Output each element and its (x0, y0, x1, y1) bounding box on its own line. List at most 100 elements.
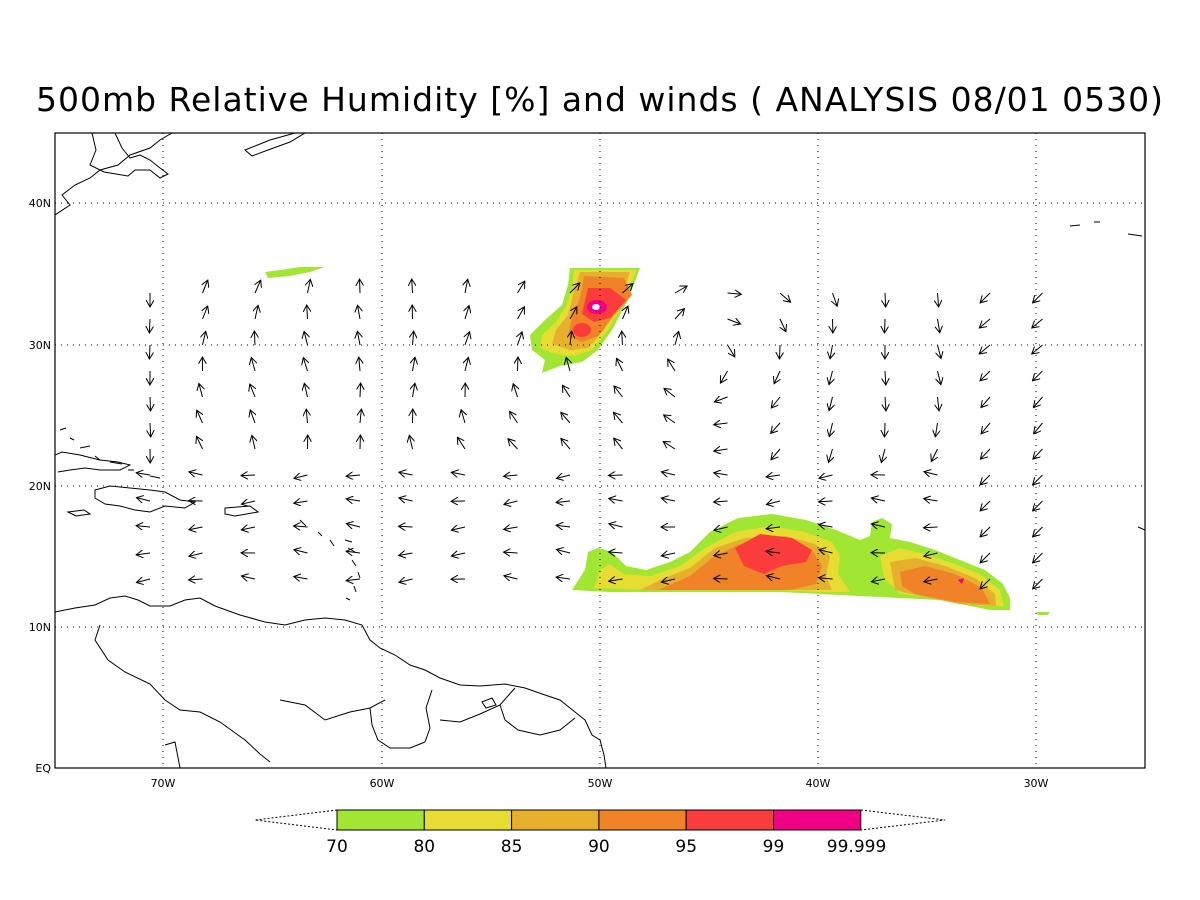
wind-arrow (614, 412, 623, 424)
coastline-hispaniola (94, 485, 197, 513)
wind-arrow (360, 409, 361, 424)
wind-arrow (938, 370, 941, 385)
wind-arrow (881, 448, 885, 463)
wind-arrow (664, 388, 676, 398)
wind-arrow (150, 396, 151, 411)
wind-arrow (938, 344, 942, 359)
wind-arrow (924, 472, 938, 475)
wind-vector-layer (136, 279, 1043, 589)
wind-arrow (774, 370, 780, 384)
wind-arrow (570, 331, 572, 346)
colorbar-level-label: 95 (675, 837, 697, 857)
wind-arrow (674, 286, 687, 294)
coastline-jamaica (66, 509, 92, 517)
colorbar-swatch (511, 809, 600, 831)
colorbar-left-extension (254, 809, 338, 831)
wind-arrow (714, 397, 728, 402)
wind-arrow (294, 475, 308, 478)
wind-arrow (714, 578, 728, 579)
wind-arrow (780, 344, 781, 359)
lat-tick-30n: 30N (29, 339, 51, 352)
grid-layer (55, 133, 1145, 768)
wind-arrow (661, 579, 676, 582)
wind-arrow (465, 357, 468, 372)
wind-arrow (150, 422, 151, 437)
wind-arrow (203, 306, 208, 320)
wind-arrow (924, 553, 938, 556)
colorbar-swatch (598, 809, 687, 831)
wind-arrow (399, 579, 413, 582)
wind-arrow (924, 499, 938, 501)
wind-arrow (885, 422, 886, 437)
wind-arrow (622, 331, 623, 346)
colorbar-swatch (773, 809, 862, 831)
wind-arrow (451, 553, 466, 556)
colorbar-level-label: 90 (588, 837, 610, 857)
wind-arrow (357, 331, 360, 346)
wind-arrow (981, 422, 991, 434)
lat-tick-20n: 20N (29, 480, 51, 493)
wind-arrow (1033, 292, 1043, 303)
wind-arrow (413, 331, 414, 346)
wind-arrow (294, 550, 308, 553)
wind-arrow (306, 409, 307, 424)
wind-arrow (609, 579, 623, 581)
wind-arrow (465, 306, 469, 320)
wind-arrow (766, 576, 781, 579)
wind-arrow (980, 526, 991, 537)
wind-arrow (714, 527, 728, 530)
wind-arrow (980, 474, 991, 485)
wind-arrow (203, 331, 206, 346)
wind-arrow (980, 578, 991, 589)
wind-arrow (346, 524, 361, 528)
rh-area-70-small (265, 267, 325, 278)
wind-arrow (457, 437, 466, 450)
wind-arrow (250, 410, 255, 424)
wind-arrow (714, 423, 728, 425)
wind-arrow (1033, 448, 1043, 459)
wind-arrow (771, 396, 781, 408)
wind-arrow (197, 410, 203, 424)
coastline-lesser-antilles (299, 519, 361, 601)
wind-arrow (766, 527, 781, 529)
wind-arrow (924, 579, 938, 582)
wind-arrow (609, 475, 623, 476)
rh-area-max (592, 304, 600, 310)
coastline-new-england (89, 133, 169, 179)
wind-arrow (251, 358, 255, 372)
wind-arrow (609, 498, 623, 501)
wind-arrow (727, 293, 742, 294)
wind-arrow (504, 552, 518, 553)
lon-tick-40w: 40W (806, 777, 831, 790)
wind-arrow (303, 358, 307, 372)
wind-arrow (924, 527, 938, 528)
wind-arrow (304, 383, 307, 398)
wind-arrow (614, 438, 623, 450)
coastline-bahamas (59, 427, 161, 479)
wind-arrow (1033, 552, 1043, 563)
latitude-axis: 40N 30N 20N 10N EQ (29, 197, 52, 775)
wind-arrow (197, 436, 203, 450)
wind-arrow (203, 280, 208, 294)
wind-arrow (871, 579, 886, 582)
wind-arrow (931, 448, 937, 462)
lon-tick-50w: 50W (588, 777, 613, 790)
wind-arrow (1033, 474, 1043, 485)
colorbar-swatch (423, 809, 513, 831)
wind-arrow (241, 501, 256, 504)
wind-arrow (136, 473, 151, 475)
map-frame (54, 132, 1146, 769)
wind-arrow (149, 344, 150, 359)
wind-arrow (938, 292, 939, 307)
wind-arrow (938, 396, 940, 411)
wind-arrow (569, 307, 577, 320)
coastline-south-america (55, 595, 607, 768)
wind-arrow (885, 370, 886, 385)
wind-arrow (623, 306, 629, 320)
wind-arrow (556, 475, 571, 478)
wind-arrow (199, 384, 203, 398)
wind-arrow (714, 473, 728, 475)
wind-arrow (136, 553, 151, 555)
wind-arrow (766, 501, 781, 505)
colorbar-swatch (685, 809, 775, 831)
